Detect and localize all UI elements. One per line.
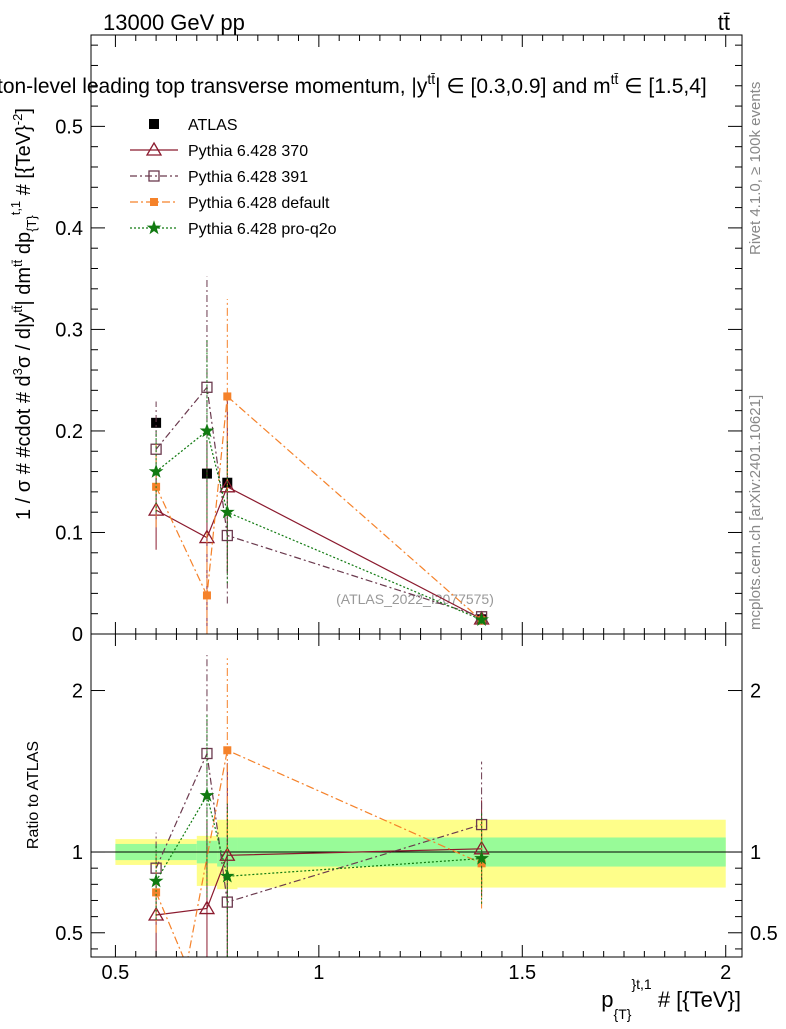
- ylabel-sup: tt̄: [10, 305, 25, 313]
- rivet-label: Rivet 4.1.0, ≥ 100k events: [747, 82, 764, 255]
- process-label: tt̄: [718, 10, 730, 35]
- series-pythia-6-428-pro-q2o: [148, 339, 489, 626]
- series-pythia-6-428-pro-q2o: [148, 714, 489, 957]
- ylabel-part: 1 / σ # #cdot # d: [13, 375, 35, 520]
- series-line: [155, 395, 482, 621]
- legend-marker: [150, 198, 158, 206]
- series-line: [156, 848, 482, 916]
- y-tick-label: 0.5: [55, 116, 83, 138]
- x-tick-label: 1.5: [508, 962, 536, 984]
- x-tick-label: 0.5: [102, 962, 130, 984]
- series-line: [155, 751, 482, 903]
- data-point: [223, 746, 232, 755]
- xlabel-sub: {T}: [614, 1006, 632, 1022]
- y-tick-label: 0.1: [55, 522, 83, 544]
- axes: 0.5 1 1.5 2 0.1 0.2 0.3 0.4 0.5 0 0.5 0.5 1 1 2 2: [55, 34, 778, 984]
- data-point: [219, 868, 235, 883]
- data-point: [202, 591, 211, 600]
- legend: ATLAS Pythia 6.428 370 Pythia 6.428 391 Pyt…: [130, 117, 337, 238]
- y-tick-label: 1: [750, 842, 761, 864]
- y-tick-label: 0.3: [55, 319, 83, 341]
- series-line: [155, 429, 482, 621]
- mcplots-label: mcplots.cern.ch [arXiv:2401.10621]: [747, 395, 764, 630]
- data-point: [219, 504, 235, 519]
- data-point: [183, 961, 191, 969]
- legend-entry: Pythia 6.428 391: [130, 169, 308, 186]
- legend-marker: [145, 141, 163, 156]
- data-point: [152, 888, 161, 897]
- x-tick-label: 2: [720, 962, 731, 984]
- plot-title: rton-level leading top transverse moment…: [0, 71, 707, 98]
- ylabel-sup: tt̄: [10, 259, 25, 267]
- data-point: [474, 612, 489, 626]
- data-point: [148, 463, 164, 478]
- legend-entry: ATLAS: [149, 117, 238, 134]
- legend-marker: [149, 119, 159, 129]
- svg-text:p{T}}t,1 # [{TeV}]: p{T} }t,1 # [{TeV}]: [601, 976, 741, 1022]
- xlabel-part: p: [601, 987, 613, 1012]
- x-axis-label: p{T} }t,1 # [{TeV}]: [601, 976, 741, 1022]
- ylabel-part: dp: [13, 232, 35, 260]
- ratio-uncertainty-bands: [91, 819, 742, 890]
- ratio-frame: [90, 633, 743, 958]
- legend-entry: Pythia 6.428 370: [130, 141, 308, 160]
- series-line: [155, 385, 482, 618]
- title-sup: tt̄: [427, 71, 435, 87]
- data-point: [199, 787, 215, 802]
- ylabel-sup: t,1: [8, 201, 23, 215]
- legend-label: Pythia 6.428 391: [188, 169, 308, 186]
- xlabel-sup: }t,1: [631, 976, 651, 992]
- series-line: [155, 749, 482, 957]
- main-panel-data: [147, 276, 490, 634]
- ylabel-part: | dm: [13, 267, 35, 306]
- data-point: [151, 417, 162, 428]
- y-tick-label: 2: [72, 681, 83, 703]
- data-point: [474, 850, 489, 865]
- y-tick-label: 2: [750, 681, 761, 703]
- data-point: [148, 873, 164, 888]
- title-part: | ∈ [0.3,0.9] and m: [435, 75, 611, 98]
- series-pythia-6-428-391: [150, 276, 488, 623]
- legend-label: Pythia 6.428 370: [188, 143, 308, 160]
- title-part: ∈ [1.5,4]: [618, 75, 706, 98]
- series-line: [155, 485, 482, 620]
- y-tick-label: 0: [72, 624, 83, 646]
- analysis-watermark: (ATLAS_2022_I2077575): [336, 591, 494, 607]
- legend-marker: [148, 170, 160, 182]
- main-y-axis-label: 1 / σ # #cdot # d3σ / d|ytt̄| dmtt̄ dp{T…: [8, 108, 39, 520]
- xlabel-part: # [{TeV}]: [652, 987, 741, 1012]
- series-line: [155, 793, 482, 882]
- title-part: rton-level leading top transverse moment…: [0, 75, 428, 98]
- ylabel-part: σ / d|y: [13, 313, 35, 368]
- data-point: [198, 900, 216, 915]
- legend-marker: [146, 220, 162, 235]
- legend-entry: Pythia 6.428 pro-q2o: [130, 220, 337, 238]
- ratio-panel-data: [147, 654, 490, 969]
- ylabel-part: ]: [13, 108, 35, 114]
- title-sup: tt̄: [611, 71, 619, 87]
- collision-label: 13000 GeV pp: [103, 10, 245, 35]
- ylabel-sup: 3: [10, 368, 25, 375]
- y-tick-label: 0.5: [55, 923, 83, 945]
- series-pythia-6-428-default: [152, 658, 486, 969]
- y-tick-label: 0.2: [55, 421, 83, 443]
- svg-text:rton-level leading top transve: rton-level leading top transverse moment…: [0, 71, 707, 98]
- legend-label: Pythia 6.428 default: [188, 195, 330, 212]
- legend-label: Pythia 6.428 pro-q2o: [188, 221, 337, 238]
- svg-text:1 / σ # #cdot # d3σ / d|ytt̄|: 1 / σ # #cdot # d3σ / d|ytt̄| dmtt̄ dp{T…: [8, 108, 39, 520]
- ylabel-sup: -2: [10, 114, 25, 126]
- y-tick-label: 0.5: [750, 923, 778, 945]
- y-tick-label: 1: [72, 842, 83, 864]
- data-point: [199, 423, 215, 438]
- ylabel-part: # [{TeV}: [13, 125, 35, 201]
- x-tick-label: 1: [313, 962, 324, 984]
- data-point: [223, 392, 232, 401]
- series-pythia-6-428-default: [152, 298, 486, 634]
- ylabel-sub: {T}: [24, 215, 39, 232]
- y-tick-label: 0.4: [55, 218, 83, 240]
- ratio-y-axis-label: Ratio to ATLAS: [25, 741, 42, 849]
- legend-entry: Pythia 6.428 default: [130, 195, 330, 212]
- legend-label: ATLAS: [188, 117, 238, 134]
